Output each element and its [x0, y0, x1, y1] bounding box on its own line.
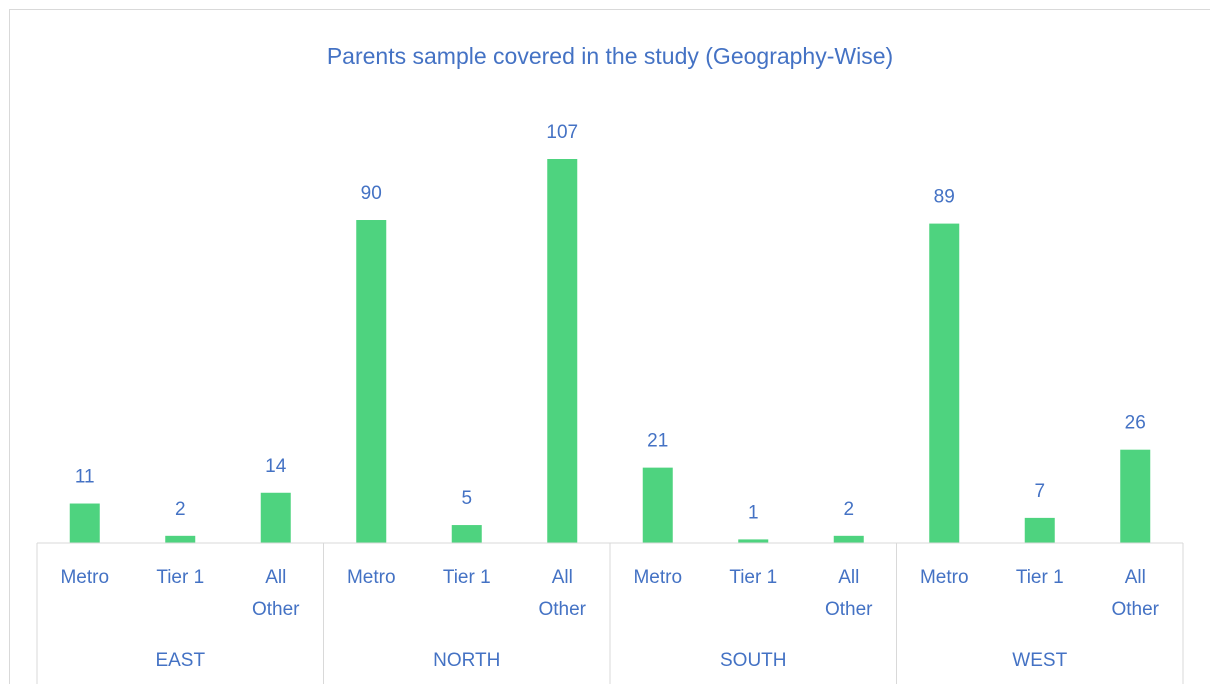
x-tick-label: All Other	[251, 567, 300, 620]
x-tick-label: Metro	[633, 567, 683, 588]
data-label: 14	[265, 456, 287, 477]
x-tick-label: Tier 1	[442, 567, 491, 588]
bar	[1024, 517, 1055, 543]
data-label: 5	[461, 488, 472, 509]
data-label: 21	[647, 431, 668, 452]
group-label: SOUTH	[720, 650, 787, 671]
x-tick-label: Metro	[60, 567, 110, 588]
data-label: 26	[1125, 413, 1146, 434]
x-tick-label: All Other	[538, 567, 587, 620]
bar	[165, 535, 196, 543]
group-label: EAST	[155, 650, 206, 671]
data-label: 1	[748, 502, 759, 523]
chart-title: Parents sample covered in the study (Geo…	[327, 43, 893, 69]
bar	[833, 535, 864, 543]
data-label: 90	[361, 183, 382, 204]
bar	[738, 539, 769, 543]
bar	[451, 525, 482, 543]
data-label: 11	[75, 467, 95, 488]
bar	[929, 223, 960, 543]
group-label: NORTH	[433, 650, 501, 671]
x-tick-label: Tier 1	[1015, 567, 1064, 588]
group-label: WEST	[1012, 650, 1068, 671]
bar	[69, 503, 100, 543]
x-tick-label: All Other	[1111, 567, 1160, 620]
x-tick-label: Tier 1	[156, 567, 205, 588]
chart-frame	[9, 9, 1210, 684]
x-tick-label: All Other	[824, 567, 873, 620]
bar	[642, 467, 673, 543]
bar	[547, 159, 578, 543]
data-label: 107	[546, 122, 578, 143]
x-tick-label: Metro	[346, 567, 396, 588]
x-tick-label: Metro	[919, 567, 969, 588]
data-label: 7	[1034, 481, 1045, 502]
data-label: 2	[843, 499, 854, 520]
data-label: 89	[934, 187, 955, 208]
x-tick-label: Tier 1	[729, 567, 778, 588]
bar	[260, 492, 291, 543]
bar	[1120, 449, 1151, 543]
data-label: 2	[175, 499, 186, 520]
bar	[356, 220, 387, 543]
